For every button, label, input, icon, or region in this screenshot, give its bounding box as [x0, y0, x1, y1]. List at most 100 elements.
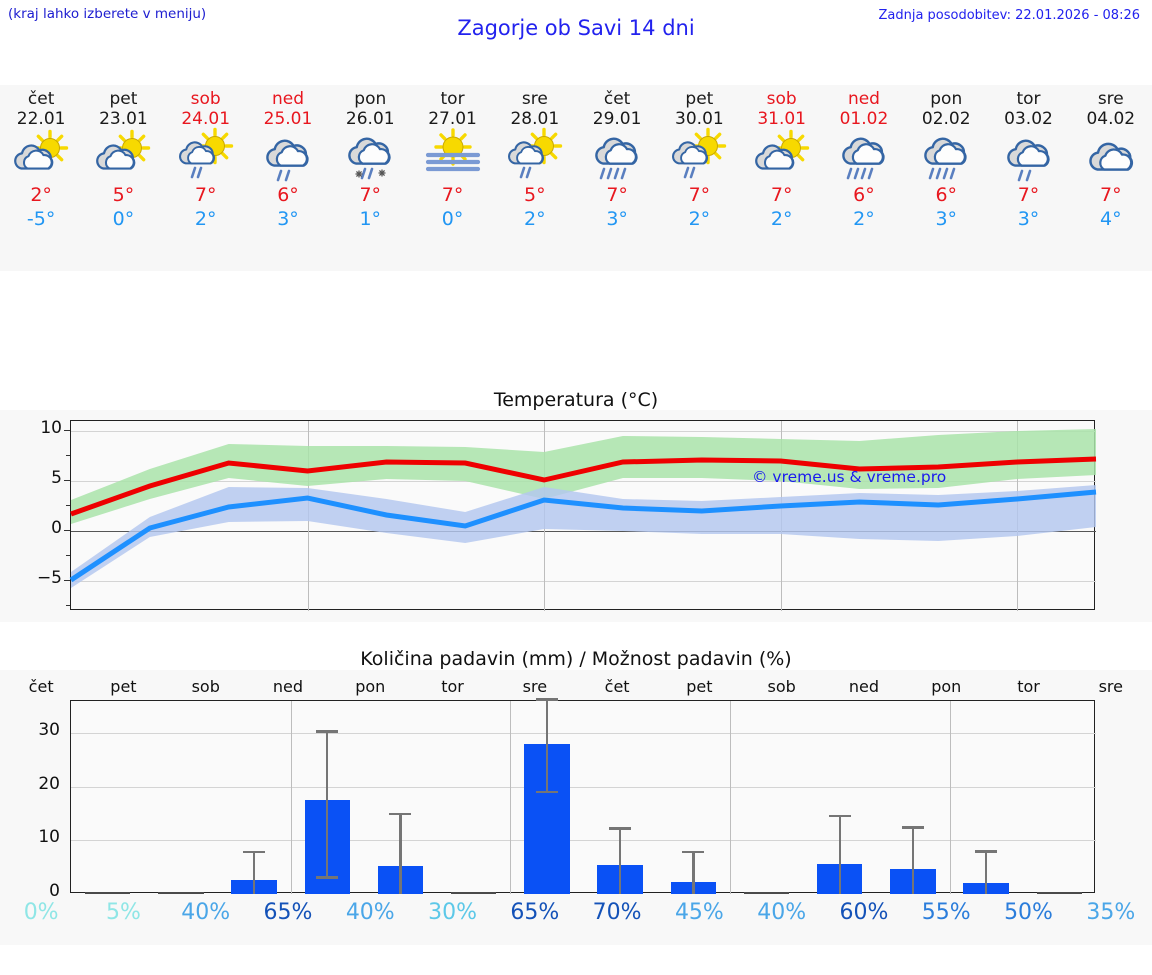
day-min-temp: 3°: [277, 208, 299, 230]
temperature-y-tick: 10: [40, 418, 62, 438]
precipitation-bar[interactable]: [84, 892, 131, 894]
precipitation-probability-row: 0% 5% 40% 65% 40% 30% 65% 70% 45% 40% 60% 55% 50% 35%: [0, 900, 1152, 925]
day-column[interactable]: pon 02.02 6° 3°: [905, 85, 987, 271]
precipitation-day-label: sob: [191, 677, 220, 696]
precipitation-probability: 35%: [1086, 900, 1136, 925]
precipitation-day-labels: čet pet sob ned pon tor sre čet pet sob ned pon tor s…: [0, 677, 1152, 696]
precipitation-error-bar: [984, 850, 988, 894]
day-max-temp: 7°: [194, 184, 217, 206]
precipitation-day-label: pon: [355, 677, 386, 696]
day-column[interactable]: pon 26.01 7° 1°: [329, 85, 411, 271]
day-date: 03.02: [1004, 109, 1053, 129]
precipitation-bar[interactable]: [158, 892, 204, 894]
temperature-y-tickmark: [64, 530, 70, 532]
precipitation-plot-area: [70, 698, 1096, 894]
day-date: 02.02: [921, 109, 971, 129]
day-column[interactable]: pet 23.01 5° 0°: [82, 85, 164, 271]
precipitation-bar[interactable]: [1036, 892, 1083, 894]
precipitation-bar[interactable]: [450, 892, 497, 894]
precipitation-vertical-gridline: [949, 701, 951, 894]
temperature-y-tick: 0: [51, 518, 62, 538]
weather-icon-sun-behind-cloud: [10, 129, 72, 181]
day-max-temp: 2°: [30, 184, 52, 206]
day-column[interactable]: čet 29.01 7° 3°: [576, 85, 658, 271]
day-date: 26.01: [345, 109, 395, 129]
day-date: 24.01: [181, 109, 231, 129]
day-column[interactable]: ned 25.01 6° 3°: [247, 85, 329, 271]
temperature-y-tickmark: [64, 580, 70, 582]
precipitation-probability: 40%: [345, 900, 395, 925]
precipitation-gridline: [71, 840, 1096, 842]
precipitation-error-cap-top: [828, 814, 851, 818]
day-min-temp: 0°: [112, 208, 135, 230]
precipitation-y-tick: 10: [38, 827, 60, 848]
precipitation-probability: 40%: [757, 900, 807, 925]
temperature-series-svg: [69, 429, 1097, 588]
watermark-text: © vreme.us & vreme.pro: [752, 468, 947, 486]
precipitation-error-bar: [838, 814, 841, 894]
temperature-y-tickmark: [64, 430, 70, 432]
day-max-temp: 7°: [770, 184, 793, 206]
precipitation-day-label: ned: [848, 677, 880, 696]
day-max-temp: 7°: [688, 184, 711, 206]
precipitation-error-cap-top: [389, 812, 412, 816]
weather-icon-sun-fog: [422, 128, 484, 181]
precipitation-probability: 65%: [263, 900, 313, 925]
precipitation-bar[interactable]: [743, 892, 790, 894]
precipitation-day-label: sre: [522, 677, 548, 696]
day-min-temp: 4°: [1100, 208, 1122, 230]
day-min-temp: 3°: [935, 208, 958, 230]
precipitation-day-label: pon: [931, 677, 962, 696]
weather-icon-cloud-heavy-rain: [833, 131, 895, 181]
precipitation-error-bar: [545, 698, 549, 791]
precipitation-vertical-gridline: [290, 701, 292, 894]
last-updated-text: Zadnja posodobitev: 22.01.2026 - 08:26: [878, 8, 1140, 23]
day-column[interactable]: sob 24.01 7° 2°: [165, 85, 247, 271]
day-column[interactable]: sob 31.01 7° 2°: [741, 85, 823, 271]
weather-icon-cloud-heavy-rain: [915, 131, 977, 181]
day-date: 29.01: [592, 109, 642, 129]
day-max-temp: 6°: [853, 184, 875, 206]
precipitation-error-bar: [618, 826, 622, 894]
temperature-y-minor-tick: [66, 455, 70, 457]
weather-icon-sun-behind-cloud-rain: [504, 127, 566, 181]
weather-icon-cloud-rain: [998, 131, 1060, 182]
day-name: ned: [847, 89, 880, 109]
weather-icon-cloud-sleet: [339, 131, 401, 181]
day-column[interactable]: pet 30.01 7° 2°: [658, 85, 740, 271]
day-name: pet: [109, 89, 138, 109]
day-column[interactable]: ned 01.02 6° 2°: [823, 85, 905, 271]
temperature-chart-title: Temperatura (°C): [493, 389, 659, 411]
day-date: 30.01: [675, 109, 724, 129]
page-title: Zagorje ob Savi 14 dni: [457, 16, 695, 40]
precipitation-y-tick: 0: [49, 881, 60, 901]
precipitation-error-bar: [911, 826, 915, 894]
day-date: 04.02: [1086, 109, 1136, 129]
day-name: pet: [685, 89, 714, 109]
day-max-temp: 6°: [277, 184, 299, 206]
day-column[interactable]: tor 03.02 7° 3°: [987, 85, 1069, 271]
precipitation-probability: 65%: [510, 900, 560, 925]
day-name: sre: [1097, 89, 1124, 109]
precipitation-error-cap-top: [901, 826, 924, 830]
day-min-temp: 0°: [441, 208, 464, 230]
day-column[interactable]: čet 22.01 2° -5°: [0, 85, 82, 271]
precipitation-gridline: [71, 733, 1096, 735]
temperature-gridline: [71, 431, 1096, 432]
day-name: sob: [190, 89, 221, 109]
precipitation-error-bar: [326, 730, 329, 877]
page-header: (kraj lahko izberete v meniju) Zagorje o…: [0, 0, 1152, 50]
precipitation-error-cap-top: [535, 698, 558, 701]
day-date: 22.01: [16, 109, 66, 129]
precipitation-error-cap-top: [243, 850, 266, 854]
day-column[interactable]: sre 28.01 5° 2°: [494, 85, 576, 271]
precipitation-error-bar: [692, 850, 695, 894]
menu-hint-text: (kraj lahko izberete v meniju): [8, 6, 207, 22]
precipitation-y-tick: 20: [38, 773, 60, 794]
day-column[interactable]: tor 27.01 7° 0°: [411, 85, 493, 271]
precipitation-day-label: tor: [441, 677, 464, 696]
day-column[interactable]: sre 04.02 7° 4°: [1070, 85, 1152, 271]
weather-icon-sun-behind-cloud: [92, 129, 154, 181]
precipitation-error-cap-top: [609, 826, 632, 830]
